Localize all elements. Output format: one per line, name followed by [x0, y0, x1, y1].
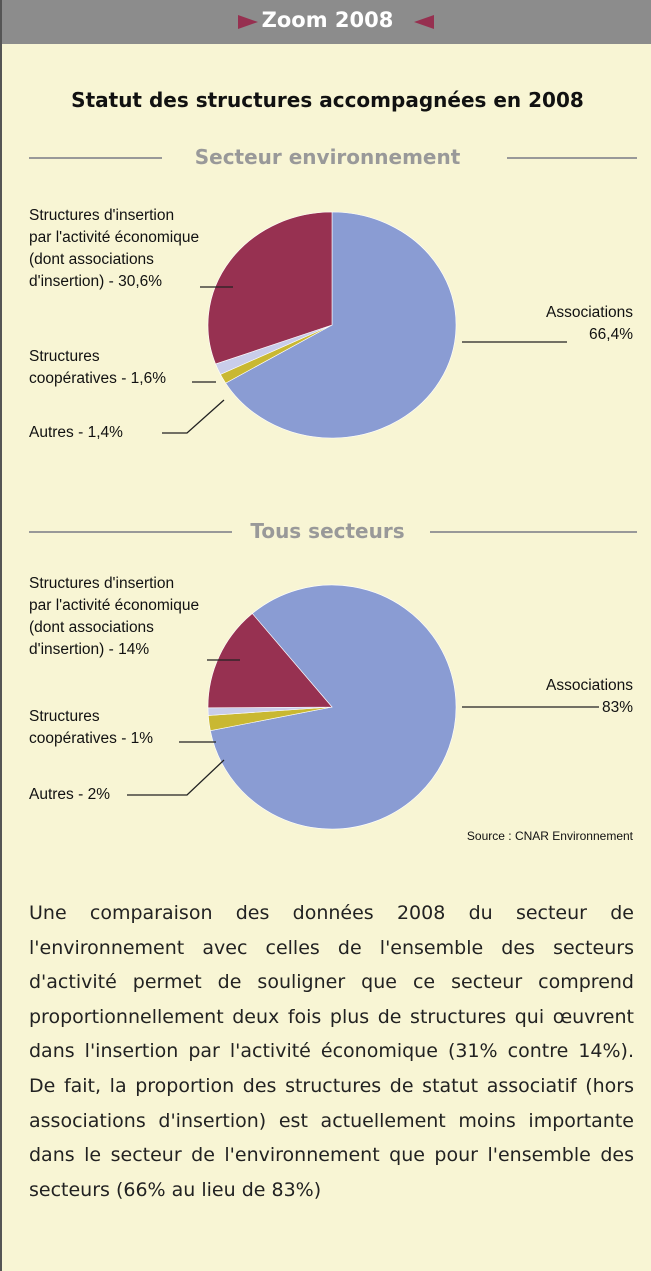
slice-label: Structures coopératives - 1,6%	[29, 348, 166, 387]
slice-label: Autres - 1,4%	[29, 424, 123, 441]
pie-slice	[210, 584, 457, 830]
arrow	[238, 15, 258, 29]
pie-slice	[225, 211, 457, 439]
chart-title: Secteur environnement	[194, 145, 461, 169]
slice-label: Associations 83%	[545, 677, 633, 716]
slice-label: Structures d'insertion par l'activité éc…	[29, 207, 200, 290]
header: Zoom 2008	[261, 8, 394, 32]
chart-title: Tous secteurs	[250, 519, 405, 543]
header-bar: Zoom 2008	[2, 0, 651, 44]
arrow	[414, 15, 434, 29]
leader-line	[162, 399, 225, 434]
slice-label: Associations 66,4%	[545, 304, 633, 343]
pie-slice	[207, 211, 333, 365]
slice-label: Autres - 2%	[29, 786, 110, 803]
slice-label: Structures coopératives - 1%	[29, 708, 154, 747]
paragraph: Une comparaison des données 2008 du sect…	[29, 902, 634, 1201]
leader-line	[127, 759, 225, 796]
slice-label: Structures d'insertion par l'activité éc…	[29, 575, 200, 658]
pie-slice	[207, 613, 333, 709]
header-arrows	[238, 15, 434, 29]
title: Statut des structures accompagnées en 20…	[71, 88, 584, 112]
source: Source : CNAR Environnement	[466, 829, 633, 843]
